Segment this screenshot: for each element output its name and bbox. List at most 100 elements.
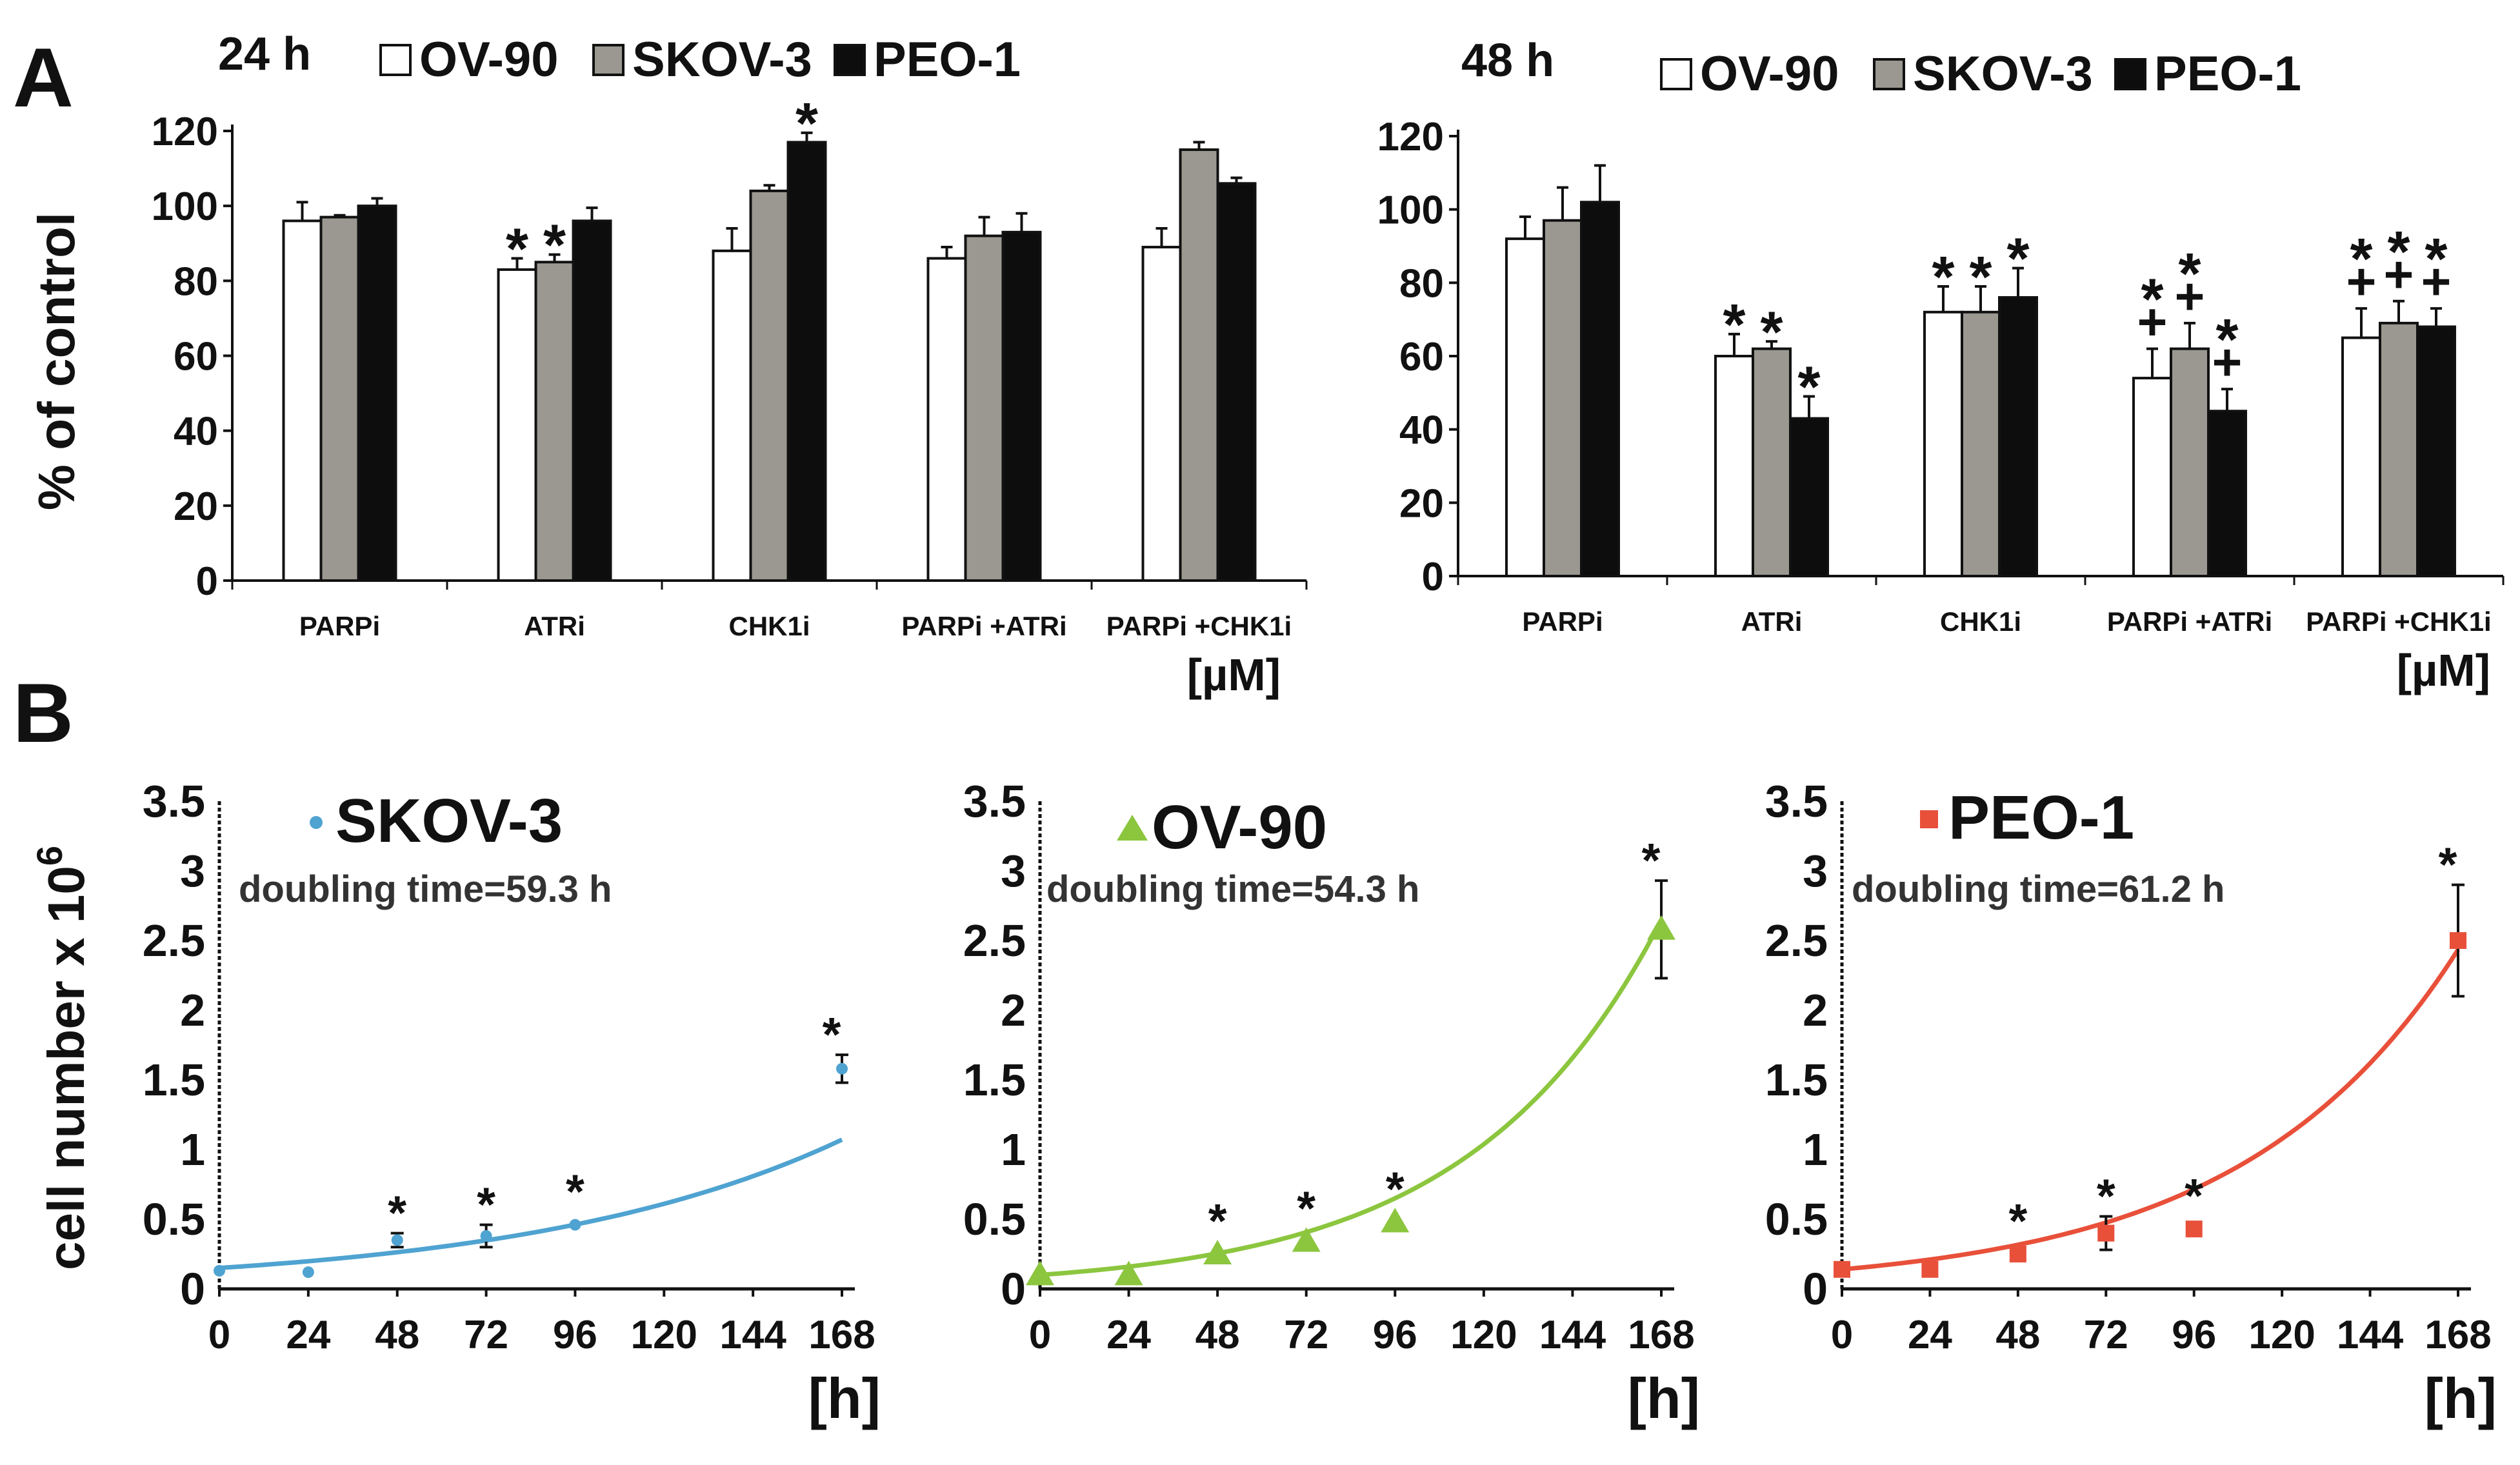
y-tick-label: 80 <box>174 259 218 304</box>
y-tick-label: 2.5 <box>1765 915 1828 966</box>
data-point <box>1921 1261 1939 1278</box>
x-tick-label: 48 <box>1995 1313 2040 1357</box>
bar-OV-90 <box>1141 246 1182 582</box>
y-tick-label: 1.5 <box>143 1055 205 1105</box>
category-label: CHK1i <box>728 611 810 641</box>
legend-label: SKOV-3 <box>632 32 812 87</box>
y-tick-label: 0 <box>1803 1264 1828 1314</box>
legend-swatch <box>2114 58 2146 90</box>
bar-PEO-1 <box>1001 230 1042 582</box>
significance-plus: + <box>2421 253 2452 310</box>
data-point <box>2185 1221 2203 1238</box>
data-point <box>2097 1224 2115 1242</box>
significance-star: * <box>2350 227 2372 292</box>
significance-star: * <box>2215 308 2238 372</box>
bar-SKOV-3 <box>1961 310 2001 577</box>
x-tick-label: 72 <box>464 1313 508 1357</box>
data-point <box>2450 932 2466 949</box>
bar-OV-90 <box>497 268 537 582</box>
data-point <box>1834 1261 1850 1278</box>
significance-star: * <box>566 1165 585 1219</box>
legend-swatch <box>379 44 412 76</box>
y-tick-label: 0.5 <box>143 1194 205 1244</box>
growth-chart-b_skov3: 0 0.5 1 1.5 2 2.5 3 3.5 0 24 48 72 96 120 144 168 [h] * * *… <box>143 776 881 1430</box>
x-tick-label: 168 <box>808 1313 875 1357</box>
x-tick-label: 0 <box>1831 1313 1853 1357</box>
bar-SKOV-3 <box>1179 148 1219 582</box>
y-tick-label: 40 <box>1399 408 1444 453</box>
bar-OV-90 <box>282 219 323 582</box>
series-title: OV-90 <box>1152 793 1327 862</box>
data-point <box>1381 1208 1410 1233</box>
y-tick-label: 40 <box>174 410 218 454</box>
legend-label: OV-90 <box>419 32 558 87</box>
legend-label: PEO-1 <box>2154 46 2301 101</box>
bar-PEO-1 <box>1998 296 2038 577</box>
y-tick-label: 120 <box>152 110 218 154</box>
category-label: PARPi +CHK1i <box>1106 611 1292 641</box>
x-unit-label: [h] <box>1628 1366 1700 1430</box>
bar-SKOV-3 <box>1543 219 1583 577</box>
x-tick-label: 120 <box>631 1313 697 1357</box>
y-tick-label: 0 <box>1422 555 1444 599</box>
x-tick-label: 48 <box>375 1313 419 1357</box>
x-unit-label: [h] <box>2425 1366 2497 1430</box>
bar-OV-90 <box>1714 355 1754 577</box>
y-tick-label: 80 <box>1399 261 1444 306</box>
y-tick-label: 120 <box>1377 115 1444 159</box>
bar-OV-90 <box>1505 237 1545 577</box>
significance-star: * <box>2387 220 2410 284</box>
series-title: PEO-1 <box>1948 783 2134 852</box>
category-label: ATRi <box>1741 606 1803 637</box>
significance-star: * <box>506 217 528 281</box>
significance-star: * <box>1932 245 1954 310</box>
legend-swatch <box>1660 58 1692 90</box>
bar-PEO-1 <box>1789 417 1829 577</box>
category-label: PARPi <box>1522 606 1603 637</box>
y-tick-label: 1 <box>1001 1124 1026 1175</box>
bar-SKOV-3 <box>1752 347 1792 578</box>
significance-star: * <box>1723 293 1745 357</box>
bar-OV-90 <box>1923 310 1963 577</box>
y-tick-label: 2 <box>1001 985 1026 1035</box>
growth-chart-b_peo1: 0 0.5 1 1.5 2 2.5 3 3.5 0 24 48 72 96 120 144 168 [h] * * *… <box>1765 776 2497 1430</box>
legend-label: SKOV-3 <box>1913 46 2093 101</box>
significance-star: * <box>2439 838 2457 892</box>
data-point <box>569 1219 581 1231</box>
legend-label: OV-90 <box>1700 46 1839 101</box>
bar-SKOV-3 <box>749 189 790 582</box>
significance-star: * <box>2425 227 2447 292</box>
y-tick-label: 2 <box>180 985 205 1035</box>
x-tick-label: 168 <box>1628 1313 1694 1357</box>
x-tick-label: 72 <box>1284 1313 1328 1357</box>
bar-SKOV-3 <box>319 215 360 582</box>
x-tick-label: 168 <box>2425 1313 2491 1357</box>
bar-OV-90 <box>2341 336 2381 577</box>
y-tick-label: 2.5 <box>143 915 205 966</box>
significance-star: * <box>2185 1169 2203 1222</box>
x-tick-label: 0 <box>1029 1313 1051 1357</box>
significance-plus: + <box>2346 253 2377 310</box>
y-tick-label: 2.5 <box>963 915 1026 966</box>
x-tick-label: 24 <box>1908 1313 1952 1357</box>
bar-OV-90 <box>2132 377 2172 577</box>
legend-marker <box>310 816 323 829</box>
significance-star: * <box>1208 1194 1227 1248</box>
y-tick-label: 60 <box>1399 335 1444 379</box>
bar-OV-90 <box>926 257 967 582</box>
doubling-time-label: doubling time=61.2 h <box>1852 868 2225 910</box>
significance-star: * <box>1297 1182 1315 1235</box>
bar-SKOV-3 <box>2379 321 2419 577</box>
x-tick-label: 96 <box>2172 1313 2216 1357</box>
data-point <box>214 1264 225 1277</box>
y-tick-label: 3 <box>180 846 205 896</box>
significance-star: * <box>388 1186 406 1240</box>
fit-curve <box>1039 919 1664 1277</box>
significance-star: * <box>2097 1170 2115 1223</box>
y-tick-label: 100 <box>152 184 218 229</box>
panel-label-a: A <box>13 30 74 125</box>
data-point <box>1114 1261 1143 1286</box>
legend-swatch <box>592 44 625 76</box>
